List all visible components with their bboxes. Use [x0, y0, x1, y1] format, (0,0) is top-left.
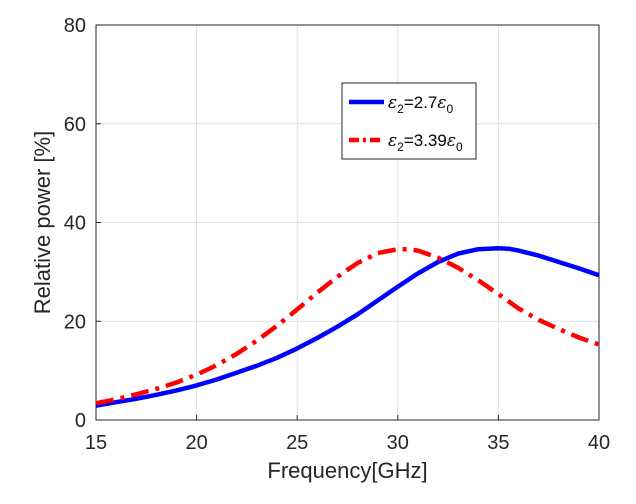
- x-tick-label: 25: [286, 432, 308, 454]
- x-tick-label: 20: [185, 432, 207, 454]
- series-line-2: [95, 246, 600, 406]
- x-axis-label: Frequency[GHz]: [267, 458, 427, 483]
- y-tick-label: 60: [64, 114, 86, 136]
- series-line-1: [95, 245, 600, 408]
- legend: ε2=2.7ε0 ε2=3.39ε0: [341, 82, 477, 160]
- legend-label-1: ε2=2.7ε0: [388, 93, 454, 116]
- y-tick-label: 20: [64, 311, 86, 333]
- series-group: [95, 245, 600, 408]
- legend-label-2: ε2=3.39ε0: [388, 131, 463, 154]
- x-tick-label: 15: [85, 432, 107, 454]
- x-tick-label: 40: [588, 432, 610, 454]
- x-tick-label: 30: [387, 432, 409, 454]
- y-tick-label: 40: [64, 213, 86, 235]
- y-tick-label: 80: [64, 15, 86, 37]
- x-tick-label: 35: [487, 432, 509, 454]
- ticks: 15 20 25 30 35 40 0 20 40 60 80: [64, 15, 610, 454]
- y-tick-label: 0: [75, 410, 86, 432]
- y-axis-label: Relative power [%]: [30, 131, 55, 314]
- legend-box: [341, 82, 477, 160]
